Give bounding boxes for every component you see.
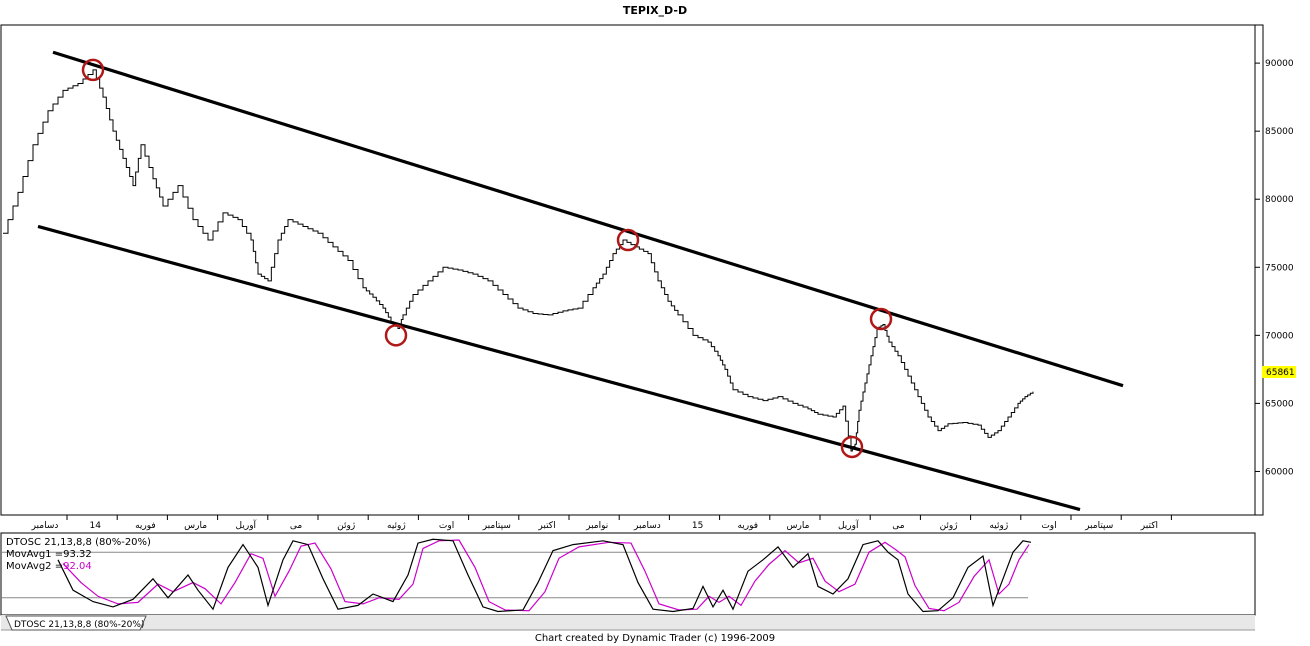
x-month-label: ژوئن <box>337 521 355 531</box>
y-tick-label: 85000 <box>1265 127 1294 137</box>
movavg1-readout: MovAvg1 =93.32 <box>6 549 92 560</box>
oscillator-panel <box>0 532 1256 616</box>
movavg1-label: MovAvg1 = <box>6 549 63 560</box>
y-tick-label: 90000 <box>1265 59 1294 69</box>
trend-line <box>52 50 1124 388</box>
trend-line <box>37 224 1081 512</box>
movavg2-value: 92.04 <box>63 561 92 572</box>
last-value-box <box>1262 366 1296 378</box>
x-month-label: اکتبر <box>1140 521 1158 531</box>
x-month-label: می <box>290 521 303 531</box>
trend-lines <box>37 50 1124 512</box>
chart-title: TEPIX_D-D <box>623 4 687 17</box>
x-month-label: مارس <box>184 521 207 531</box>
x-month-label: 14 <box>89 521 101 531</box>
oscillator-label: DTOSC 21,13,8,8 (80%-20%) <box>6 537 151 548</box>
x-month-label: سپتامبر <box>1084 521 1113 531</box>
x-month-label: اوت <box>439 521 454 531</box>
x-month-label: اوت <box>1041 521 1056 531</box>
oscillator-tab[interactable] <box>5 615 147 631</box>
y-tick-label: 65000 <box>1265 399 1294 409</box>
x-month-label: ژوئیه <box>387 521 406 531</box>
tab-strip <box>1 615 1255 630</box>
x-month-label: دسامبر <box>633 521 661 531</box>
x-month-label: آوریل <box>838 519 859 531</box>
x-month-label: 15 <box>692 521 703 531</box>
x-month-label: سپتامبر <box>482 521 511 531</box>
x-month-label: می <box>892 521 905 531</box>
pivot-circle <box>384 324 408 347</box>
price-series-line <box>3 69 1034 452</box>
x-month-label: ژوئیه <box>989 521 1008 531</box>
pivot-circle <box>869 307 893 331</box>
movavg2-label: MovAvg2 = <box>6 561 63 572</box>
pivot-circle <box>840 435 864 459</box>
x-month-label: دسامبر <box>31 521 59 531</box>
oscillator-movavg2-line <box>62 539 1030 612</box>
oscillator-tab-label[interactable]: DTOSC 21,13,8,8 (80%-20%) <box>14 620 144 630</box>
y-tick-label: 60000 <box>1265 467 1294 477</box>
movavg1-value: 93.32 <box>63 549 92 560</box>
movavg2-readout: MovAvg2 =92.04 <box>6 561 92 572</box>
last-value-label: 65861 <box>1266 368 1295 378</box>
pivot-circles <box>81 58 893 459</box>
x-month-label: مارس <box>787 521 810 531</box>
x-month-label: نوامبر <box>585 521 608 531</box>
x-month-label: فوریه <box>737 521 758 531</box>
x-month-label: ژوئن <box>940 521 958 531</box>
x-month-label: آوریل <box>236 519 257 531</box>
x-month-label: فوریه <box>135 521 156 531</box>
y-tick-label: 80000 <box>1265 195 1294 205</box>
x-month-label: اکتبر <box>537 521 555 531</box>
pivot-circle <box>616 228 640 252</box>
price-y-axis: 90000 85000 80000 75000 70000 65000 60000 <box>1255 59 1294 477</box>
oscillator-movavg1-line <box>57 538 1032 613</box>
time-axis: دسامبر 14 فوریه مارس آوریل می ژوئن ژوئیه اوت سپتا… <box>31 515 1172 531</box>
price-panel <box>0 24 1264 516</box>
y-tick-label: 70000 <box>1265 331 1294 341</box>
pivot-circle <box>81 58 105 82</box>
footer-credit: Chart created by Dynamic Trader (c) 1996… <box>535 633 775 644</box>
y-tick-label: 75000 <box>1265 263 1294 273</box>
